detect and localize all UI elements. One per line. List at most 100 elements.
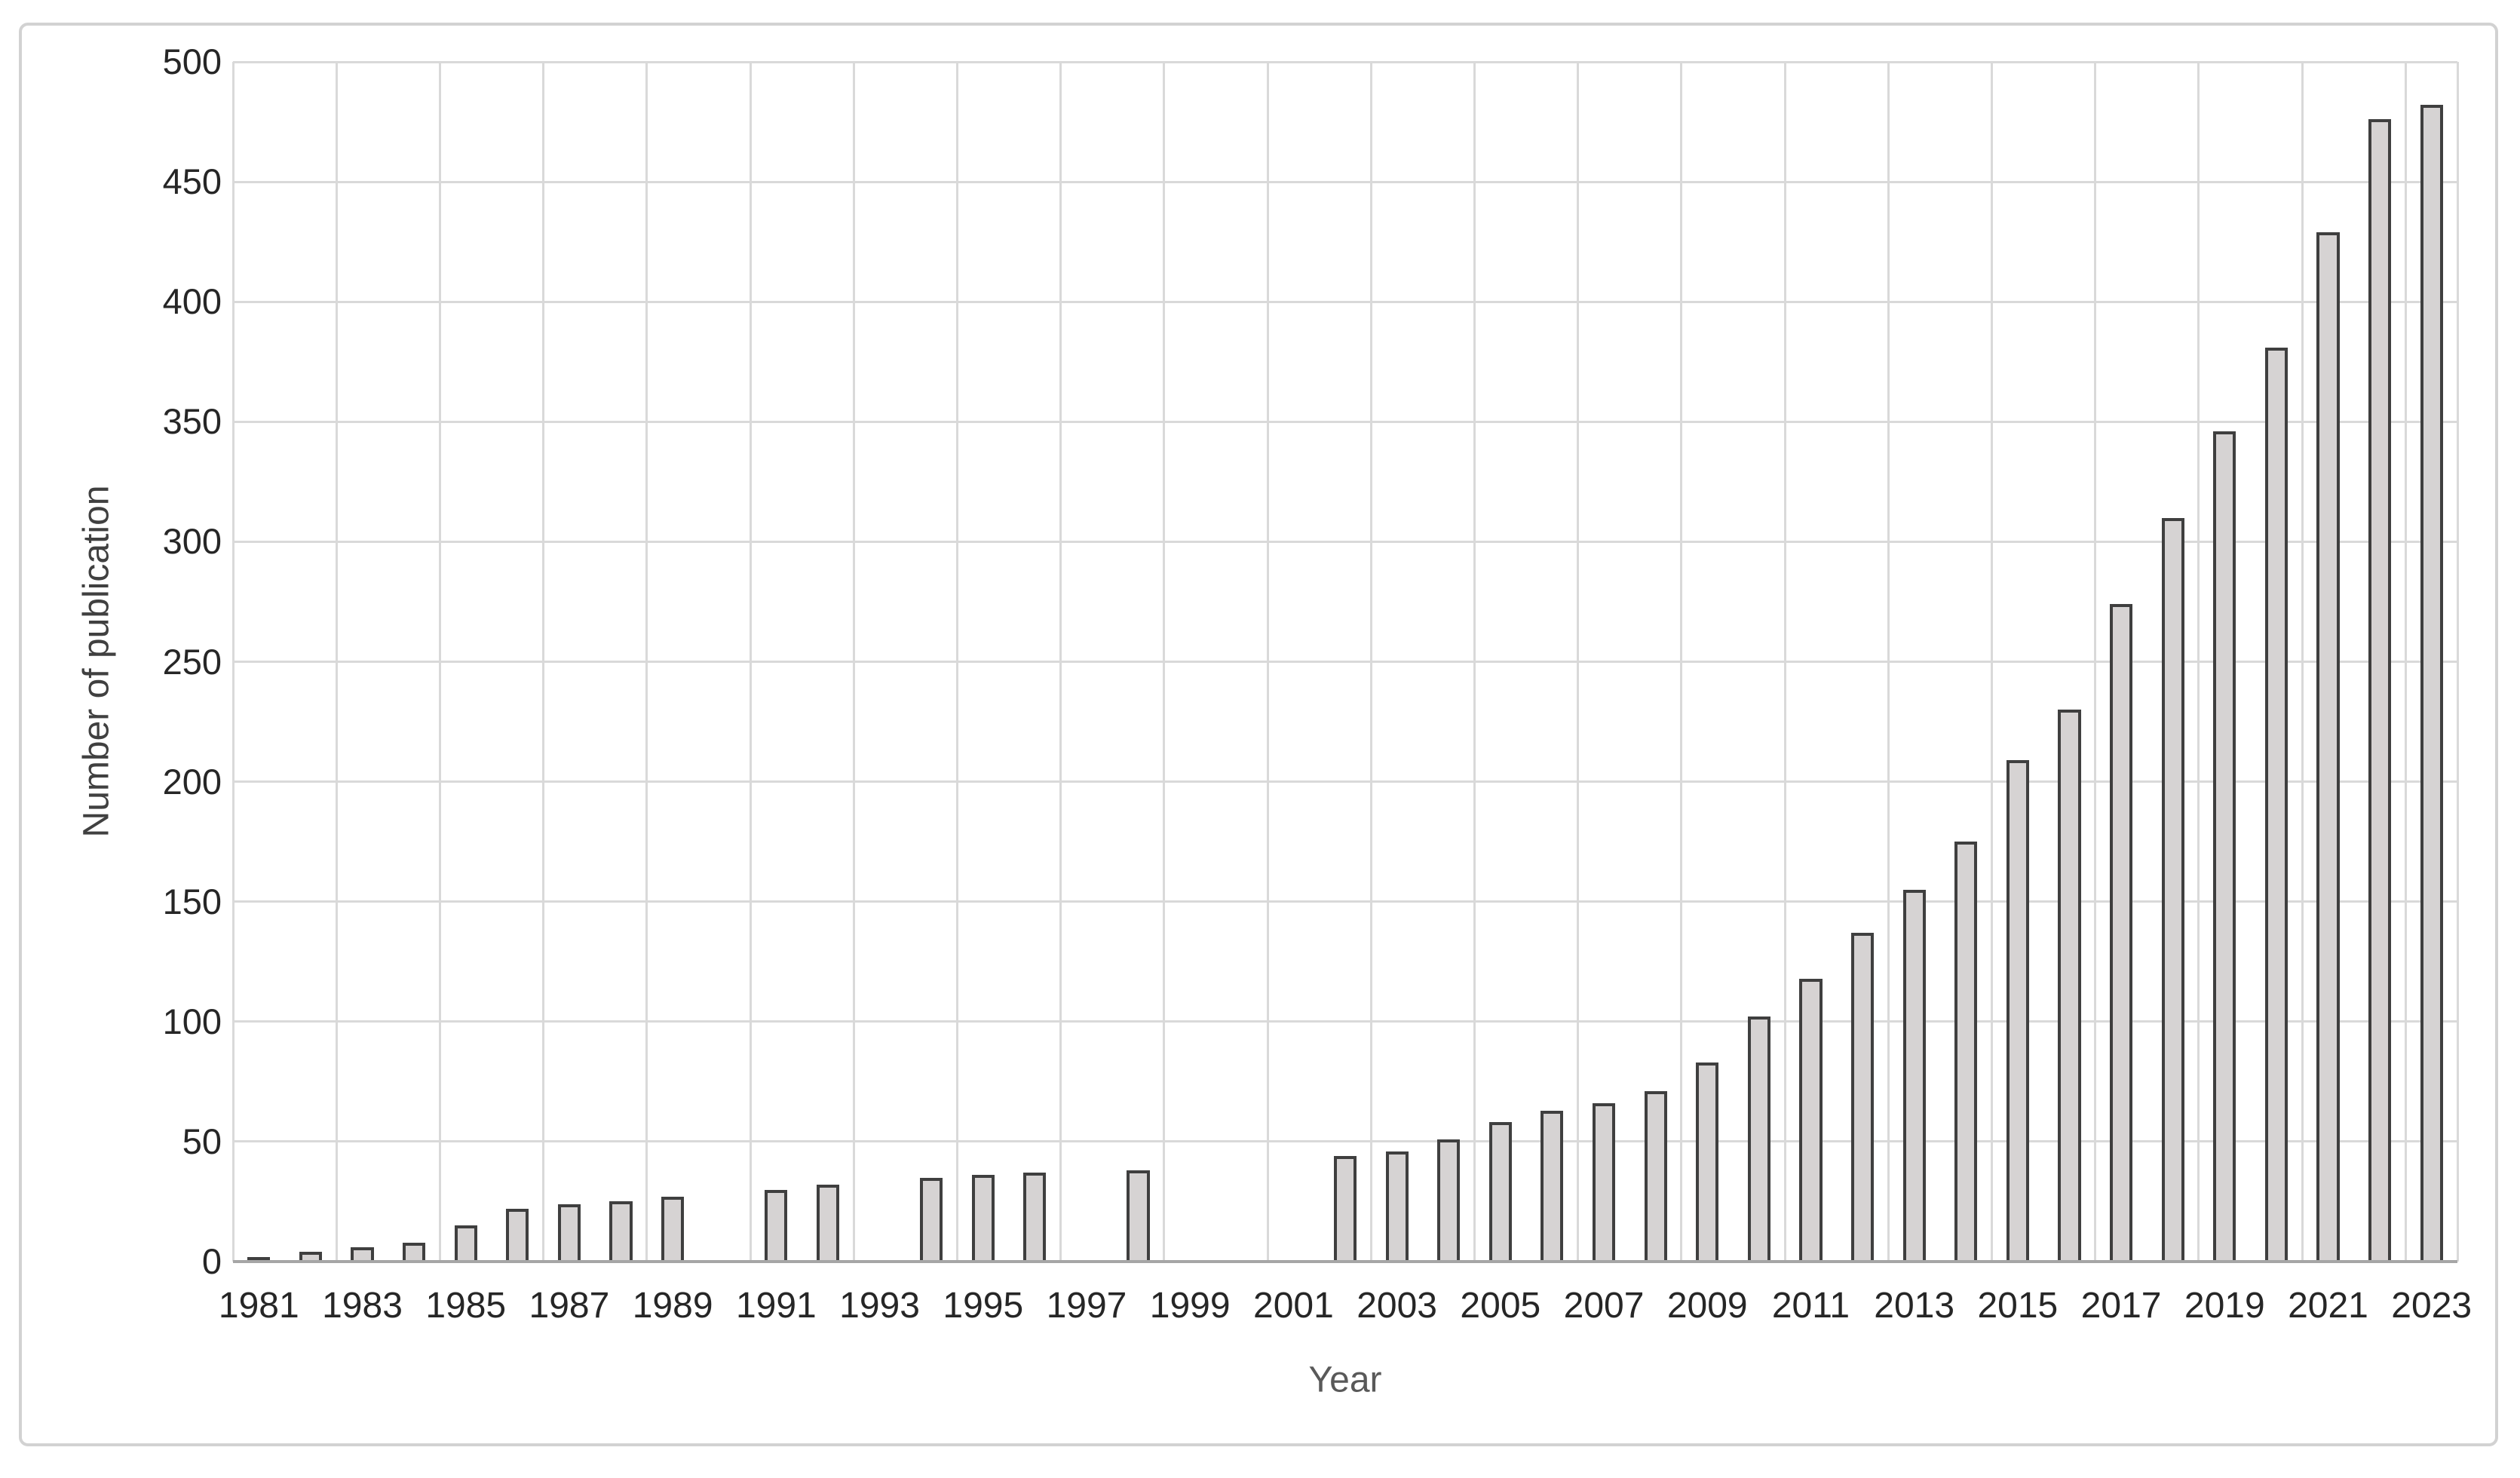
bar-2020 xyxy=(2264,347,2288,1262)
bar-2017 xyxy=(2109,604,2133,1262)
bar-2019 xyxy=(2213,431,2236,1262)
bar-2012 xyxy=(1850,933,1875,1262)
plot-right-border xyxy=(2456,62,2459,1262)
bar-2015 xyxy=(2006,759,2029,1262)
vertical-gridline xyxy=(1059,62,1062,1262)
bar-2011 xyxy=(1799,978,1823,1262)
y-tick-label: 250 xyxy=(162,641,222,682)
x-tick-label: 1997 xyxy=(1046,1286,1127,1326)
horizontal-gridline xyxy=(233,420,2457,423)
y-tick-label: 500 xyxy=(162,41,222,81)
bar-2008 xyxy=(1644,1091,1667,1262)
horizontal-gridline xyxy=(233,780,2457,783)
horizontal-gridline xyxy=(233,180,2457,183)
bar-2005 xyxy=(1488,1122,1512,1262)
bar-1985 xyxy=(454,1225,477,1262)
x-tick-label: 2013 xyxy=(1874,1286,1955,1326)
bar-2007 xyxy=(1592,1103,1616,1262)
y-tick-label: 300 xyxy=(162,521,222,562)
vertical-gridline xyxy=(1991,62,1994,1262)
bar-2010 xyxy=(1747,1017,1770,1262)
x-tick-label: 2001 xyxy=(1253,1286,1334,1326)
bar-1982 xyxy=(299,1252,322,1262)
vertical-gridline xyxy=(2094,62,2097,1262)
vertical-gridline xyxy=(438,62,441,1262)
vertical-gridline xyxy=(2197,62,2200,1262)
bar-1981 xyxy=(247,1256,271,1262)
bar-2018 xyxy=(2161,517,2184,1262)
x-tick-label: 1995 xyxy=(943,1286,1024,1326)
y-tick-label: 450 xyxy=(162,161,222,202)
vertical-gridline xyxy=(2301,62,2304,1262)
bar-1995 xyxy=(971,1175,995,1262)
y-tick-label: 400 xyxy=(162,281,222,322)
vertical-gridline xyxy=(1887,62,1890,1262)
bar-1983 xyxy=(351,1246,374,1262)
vertical-gridline xyxy=(1783,62,1786,1262)
bar-2013 xyxy=(1902,889,1926,1262)
horizontal-gridline xyxy=(233,900,2457,903)
x-tick-label: 1981 xyxy=(218,1286,299,1326)
vertical-gridline xyxy=(955,62,958,1262)
horizontal-gridline xyxy=(233,1140,2457,1143)
plot-area xyxy=(231,60,2459,1263)
vertical-gridline xyxy=(1680,62,1683,1262)
horizontal-gridline xyxy=(233,540,2457,543)
y-tick-label: 100 xyxy=(162,1001,222,1041)
bar-2021 xyxy=(2316,232,2340,1262)
x-tick-label: 1991 xyxy=(735,1286,817,1326)
bar-2014 xyxy=(1954,842,1978,1262)
bar-1986 xyxy=(506,1209,529,1262)
x-tick-label: 2015 xyxy=(1977,1286,2059,1326)
vertical-gridline xyxy=(749,62,752,1262)
x-tick-label: 1989 xyxy=(632,1286,713,1326)
x-tick-label: 2009 xyxy=(1666,1286,1748,1326)
bar-2003 xyxy=(1385,1151,1409,1262)
bar-1992 xyxy=(816,1185,840,1262)
x-tick-label: 1993 xyxy=(839,1286,920,1326)
bar-1998 xyxy=(1127,1170,1150,1262)
bar-1988 xyxy=(609,1201,633,1262)
vertical-gridline xyxy=(1369,62,1372,1262)
vertical-gridline xyxy=(852,62,855,1262)
y-tick-label: 50 xyxy=(182,1121,222,1161)
vertical-gridline xyxy=(1577,62,1580,1262)
bar-1984 xyxy=(403,1242,426,1262)
x-tick-label: 2005 xyxy=(1460,1286,1541,1326)
x-tick-label: 2003 xyxy=(1357,1286,1437,1326)
x-axis-title: Year xyxy=(1308,1360,1382,1400)
vertical-gridline xyxy=(542,62,545,1262)
vertical-gridline xyxy=(645,62,648,1262)
x-tick-label: 2017 xyxy=(2080,1286,2162,1326)
vertical-gridline xyxy=(2404,62,2407,1262)
x-tick-label: 2023 xyxy=(2391,1286,2472,1326)
x-tick-label: 1999 xyxy=(1149,1286,1231,1326)
x-tick-label: 2019 xyxy=(2184,1286,2265,1326)
horizontal-gridline xyxy=(233,60,2457,63)
vertical-gridline xyxy=(1163,62,1166,1262)
x-tick-label: 1983 xyxy=(322,1286,403,1326)
bar-1996 xyxy=(1023,1173,1047,1262)
bar-2016 xyxy=(2058,710,2081,1262)
y-tick-label: 0 xyxy=(201,1241,222,1281)
y-tick-label: 150 xyxy=(162,881,222,921)
bar-1991 xyxy=(765,1189,788,1262)
bar-1987 xyxy=(557,1204,581,1262)
x-tick-label: 1985 xyxy=(425,1286,507,1326)
bar-2022 xyxy=(2368,119,2392,1262)
vertical-gridline xyxy=(1266,62,1269,1262)
x-tick-label: 2011 xyxy=(1771,1286,1850,1326)
x-tick-label: 2021 xyxy=(2288,1286,2368,1326)
horizontal-gridline xyxy=(233,1020,2457,1023)
vertical-gridline xyxy=(231,62,235,1262)
bar-2006 xyxy=(1541,1110,1564,1262)
bar-2004 xyxy=(1437,1139,1461,1262)
x-axis-line xyxy=(233,1260,2457,1263)
bar-1994 xyxy=(920,1177,943,1262)
figure-frame-border xyxy=(19,23,2498,1446)
bar-2023 xyxy=(2420,105,2443,1262)
y-tick-label: 350 xyxy=(162,401,222,442)
x-tick-label: 2007 xyxy=(1563,1286,1645,1326)
vertical-gridline xyxy=(1473,62,1476,1262)
